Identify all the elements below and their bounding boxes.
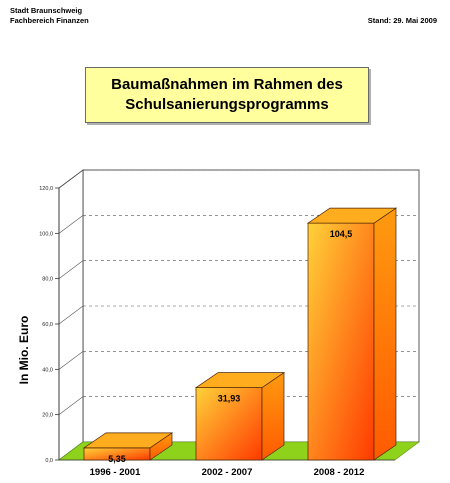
bar-value-label: 5,35 xyxy=(108,454,126,464)
y-tick-label: 120,0 xyxy=(39,186,53,192)
bar xyxy=(306,207,398,461)
x-tick-label: 1996 - 2001 xyxy=(90,467,141,478)
org-department: Fachbereich Finanzen xyxy=(10,16,89,25)
y-tick-label: 20,0 xyxy=(42,413,53,419)
chart-title-line2: Schulsanierungsprogramms xyxy=(125,96,329,113)
gridline-wall xyxy=(58,396,84,415)
stand-date: Stand: 29. Mai 2009 xyxy=(367,16,437,25)
organization-header: Stadt Braunschweig Fachbereich Finanzen xyxy=(10,6,89,26)
bar-value-label: 31,93 xyxy=(218,394,241,404)
bar-top xyxy=(194,372,286,388)
gridline-wall xyxy=(58,351,84,370)
gridline-wall xyxy=(58,260,84,279)
bar-side xyxy=(373,207,397,461)
org-name: Stadt Braunschweig xyxy=(10,6,83,15)
bar xyxy=(194,371,286,461)
gridline-wall xyxy=(58,169,84,189)
gridline-wall xyxy=(58,215,84,234)
y-tick-label: 40,0 xyxy=(42,367,53,373)
y-tick-label: 0,0 xyxy=(45,458,53,464)
gridline-wall xyxy=(58,305,84,325)
chart-title-line1: Baumaßnahmen im Rahmen des xyxy=(111,76,343,93)
x-tick-label: 2002 - 2007 xyxy=(202,467,253,478)
bar-value-label: 104,5 xyxy=(330,229,353,239)
bar-top xyxy=(306,207,398,224)
bar-front xyxy=(195,387,263,461)
y-tick-label: 100,0 xyxy=(39,231,53,237)
bar-front xyxy=(307,222,375,461)
x-tick-label: 2008 - 2012 xyxy=(314,467,365,478)
bar-top xyxy=(82,432,174,449)
y-tick-label: 80,0 xyxy=(42,277,53,283)
bar xyxy=(82,432,174,461)
chart-title-box: Baumaßnahmen im Rahmen des Schulsanierun… xyxy=(85,67,369,123)
y-tick-label: 60,0 xyxy=(42,322,53,328)
